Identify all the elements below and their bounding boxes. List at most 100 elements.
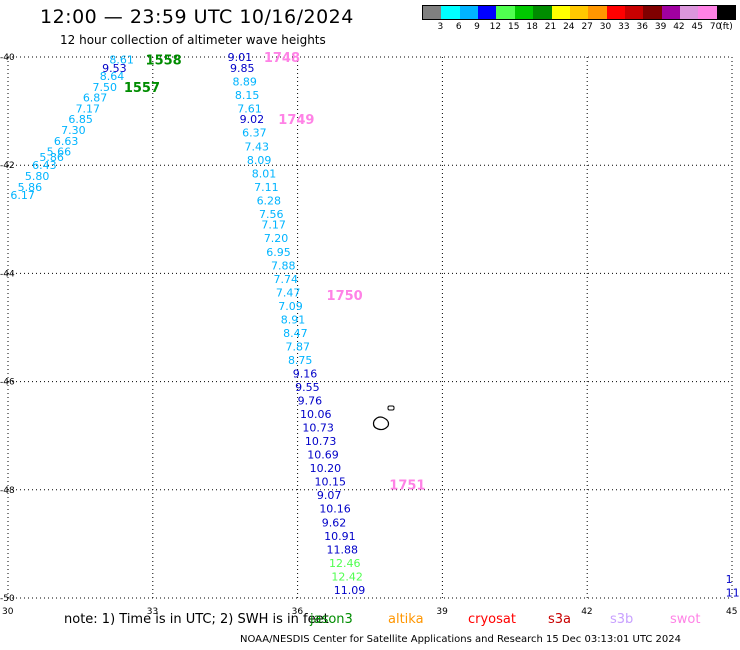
time-mark-label: 1558 [146, 54, 182, 69]
lat-tick-label: -42 [0, 161, 15, 171]
wave-height-label: 12.46 [329, 557, 361, 570]
wave-height-label: 7.17 [261, 219, 286, 232]
wave-height-label: 9.62 [322, 516, 347, 529]
page-subtitle: 12 hour collection of altimeter wave hei… [60, 33, 326, 47]
lon-tick-label: 36 [292, 607, 304, 617]
color-legend: 3 6 9 12 15 18 21 24 27 30 33 36 39 42 45 70 (ft) [422, 5, 736, 34]
legend-swatch [514, 6, 534, 19]
wave-height-label: 10.06 [300, 408, 332, 421]
legend-label: 12 [489, 22, 502, 32]
wave-height-label: 10.73 [305, 435, 337, 448]
legend-swatch [680, 6, 699, 19]
wave-height-label: 6.85 [68, 113, 93, 126]
wave-height-label: 6.63 [54, 135, 79, 148]
time-mark-label: 1748 [264, 51, 300, 66]
wave-height-label: 10.73 [302, 422, 334, 435]
wave-height-label: 8.89 [232, 75, 257, 88]
legend-swatch [459, 6, 479, 19]
legend-swatch [716, 6, 736, 19]
footer-note: note: 1) Time is in UTC; 2) SWH is in fe… [64, 612, 329, 627]
time-mark-label: 1750 [327, 289, 363, 304]
legend-swatch [624, 6, 644, 19]
wave-height-label: 9.85 [230, 62, 255, 75]
time-mark-label: 1751 [389, 478, 425, 493]
wave-height-label: 9.16 [293, 367, 318, 380]
wave-height-label: 6.28 [257, 194, 282, 207]
legend-label: 70 [709, 22, 722, 32]
legend-label: (ft) [719, 22, 733, 32]
wave-height-label: 6.87 [83, 92, 108, 105]
legend-label: 30 [599, 22, 612, 32]
wave-height-label: 7.88 [271, 259, 296, 272]
legend-label: 18 [526, 22, 538, 32]
wave-height-label: 10.91 [324, 530, 356, 543]
wave-height-label: 8.01 [252, 167, 277, 180]
legend-swatch [441, 6, 460, 19]
legend-label: 39 [654, 22, 667, 32]
time-mark-label: 1749 [278, 113, 314, 128]
legend-label: 3 [437, 22, 444, 32]
legend-color-bar [422, 5, 736, 20]
wave-height-label: 8.15 [235, 89, 260, 102]
wave-height-label: 7.17 [76, 102, 101, 115]
lon-tick-label: 30 [2, 607, 14, 617]
legend-labels: 3 6 9 12 15 18 21 24 27 30 33 36 39 42 45 70 (ft) [422, 20, 736, 34]
legend-swatch [588, 6, 607, 19]
wave-height-label: 7.56 [259, 208, 284, 221]
wave-height-label: 10.69 [307, 449, 339, 462]
wave-height-label: 12.42 [331, 570, 363, 583]
wave-height-label: 10.20 [310, 462, 342, 475]
wave-height-label: 5.86 [39, 151, 64, 164]
wave-height-label: 7.74 [273, 273, 298, 286]
small-island [387, 405, 395, 411]
wave-height-label: 8.91 [281, 313, 306, 326]
legend-swatch [569, 6, 589, 19]
legend-swatch [478, 6, 497, 19]
lat-tick-label: -40 [0, 53, 15, 63]
wave-height-label: 7.61 [237, 102, 262, 115]
wave-height-label: 10.15 [314, 476, 346, 489]
legend-label: 33 [618, 22, 630, 32]
satellite-label: altika [388, 612, 424, 627]
credit-line: NOAA/NESDIS Center for Satellite Applica… [240, 634, 682, 645]
legend-label: 9 [474, 22, 480, 32]
wave-height-label: 11 [726, 587, 740, 600]
legend-label: 15 [508, 22, 520, 32]
wave-height-label: 8.47 [283, 327, 308, 340]
time-mark-label: 1557 [124, 81, 160, 96]
wave-height-label: 7.47 [276, 286, 301, 299]
wave-height-label: 9.02 [240, 113, 265, 126]
wave-height-label: 8.75 [288, 354, 313, 367]
legend-swatch [551, 6, 570, 19]
legend-swatch [423, 6, 442, 19]
legend-label: 21 [544, 22, 557, 32]
satellite-label: cryosat [468, 612, 516, 627]
lat-tick-label: -46 [0, 378, 15, 388]
wave-height-label: 9.55 [295, 381, 320, 394]
island-outline [372, 416, 390, 431]
lon-tick-label: 39 [436, 607, 448, 617]
wave-height-label: 5.86 [18, 181, 43, 194]
legend-label: 27 [581, 22, 593, 32]
wave-height-label: 5.66 [47, 146, 72, 159]
wave-height-label: 6.17 [10, 189, 35, 202]
wave-height-label: 6.37 [242, 127, 266, 140]
wave-height-label: 8.61 [109, 54, 134, 67]
wave-height-label: 9.01 [228, 51, 253, 64]
legend-swatch [661, 6, 681, 19]
legend-swatch [606, 6, 625, 19]
wave-height-label: 7.30 [61, 124, 86, 137]
wave-height-label: 6.95 [266, 246, 291, 259]
legend-label: 42 [673, 22, 685, 32]
legend-swatch [533, 6, 552, 19]
legend-label: 36 [636, 22, 648, 32]
satellite-label: s3b [610, 612, 634, 627]
lon-tick-label: 42 [581, 607, 592, 617]
wave-height-label: 11.88 [327, 543, 359, 556]
wave-height-label: 5.80 [25, 170, 50, 183]
lat-tick-label: -50 [0, 594, 15, 604]
wave-height-label: 9.07 [317, 489, 342, 502]
wave-height-label: 7.87 [286, 340, 311, 353]
page-title: 12:00 — 23:59 UTC 10/16/2024 [40, 6, 354, 28]
